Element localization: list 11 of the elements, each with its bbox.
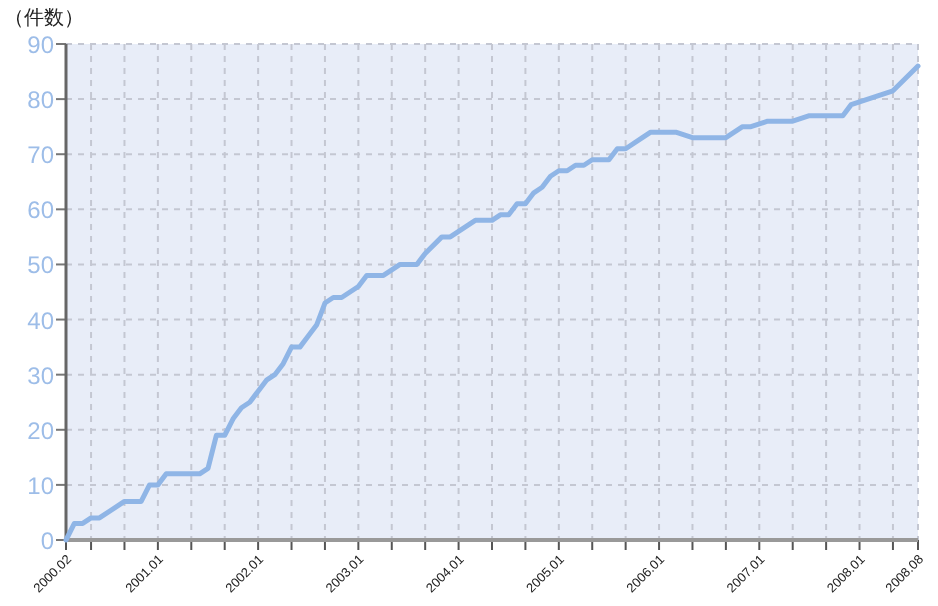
y-axis-title: （件数） <box>4 8 84 30</box>
y-tick-label: 10 <box>27 471 55 500</box>
y-tick-label: 60 <box>27 196 55 225</box>
y-tick-label: 70 <box>27 141 55 170</box>
y-tick-label: 30 <box>27 361 55 390</box>
y-tick-label: 40 <box>27 306 55 335</box>
y-tick-label: 90 <box>27 31 55 59</box>
y-tick-label: 0 <box>40 527 55 555</box>
y-tick-label: 50 <box>27 251 55 280</box>
y-tick-label: 80 <box>27 86 55 115</box>
y-tick-label: 20 <box>27 416 55 445</box>
